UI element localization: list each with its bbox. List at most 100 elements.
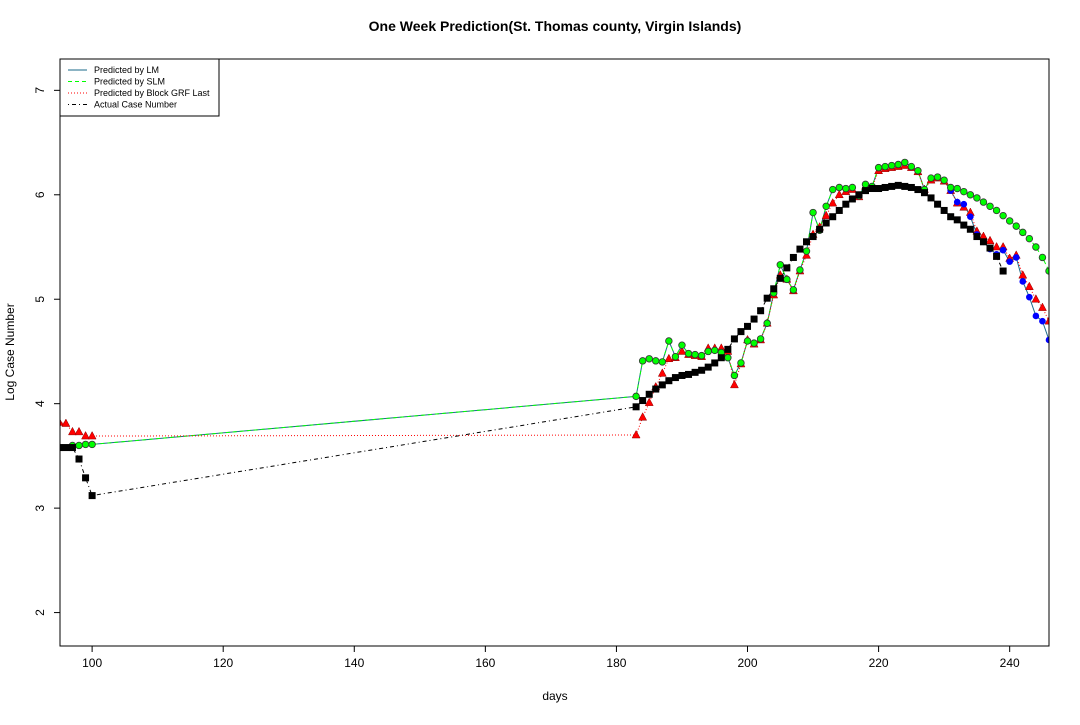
point (88, 492, 96, 500)
point (835, 183, 843, 192)
point (920, 189, 928, 197)
point (685, 370, 693, 378)
point (68, 444, 76, 452)
point (704, 363, 712, 371)
point (881, 162, 889, 171)
point (927, 174, 935, 182)
point (664, 353, 674, 363)
series-line (72, 161, 1049, 446)
point (1031, 294, 1041, 303)
point (868, 185, 876, 193)
point (645, 355, 653, 363)
point (907, 183, 915, 191)
point (75, 455, 83, 463)
point (855, 191, 863, 199)
point (704, 347, 712, 356)
point (638, 357, 647, 365)
point (1025, 234, 1034, 243)
x-tick-label: 160 (475, 656, 495, 670)
point (1039, 317, 1046, 325)
y-tick-label: 2 (33, 609, 47, 616)
point (744, 322, 752, 330)
point (684, 349, 693, 358)
point (861, 187, 869, 195)
point (835, 206, 843, 214)
point (992, 206, 1001, 215)
point (842, 184, 850, 193)
point (986, 202, 994, 210)
point (81, 431, 90, 440)
point (1026, 293, 1033, 301)
point (888, 182, 896, 190)
point (783, 264, 791, 272)
point (665, 377, 673, 385)
point (730, 335, 738, 343)
point (1032, 243, 1040, 251)
point (861, 180, 870, 189)
point (678, 371, 686, 379)
point (953, 184, 961, 193)
point (60, 418, 64, 426)
series-line (60, 184, 1004, 497)
point (940, 206, 948, 214)
point (750, 315, 758, 323)
point (60, 444, 63, 452)
series-points (60, 160, 1049, 440)
point (796, 245, 804, 253)
point (973, 194, 981, 202)
x-tick-label: 240 (1000, 656, 1020, 670)
point (82, 474, 90, 482)
point (802, 247, 811, 255)
point (809, 233, 817, 241)
point (993, 252, 1001, 260)
point (1012, 222, 1020, 230)
point (658, 358, 667, 366)
point (829, 213, 837, 221)
point (947, 213, 955, 221)
point (75, 441, 83, 450)
point (631, 429, 641, 439)
point (671, 352, 680, 361)
point (750, 339, 758, 347)
point (730, 371, 739, 380)
point (999, 211, 1007, 220)
point (809, 208, 817, 217)
y-tick-label: 6 (33, 191, 47, 198)
legend-label: Predicted by SLM (94, 77, 165, 87)
point (822, 219, 830, 227)
point (940, 176, 948, 184)
point (68, 426, 77, 436)
point (888, 161, 896, 170)
point (644, 397, 654, 406)
point (934, 200, 942, 208)
point (632, 392, 640, 401)
point (848, 183, 857, 192)
point (953, 216, 961, 224)
point (770, 285, 778, 293)
point (632, 403, 640, 411)
point (88, 440, 96, 449)
series-points (69, 159, 1049, 449)
series-points (60, 181, 1007, 500)
point (87, 431, 97, 440)
point (737, 328, 745, 336)
point (729, 379, 739, 389)
point (960, 200, 968, 208)
point (743, 337, 752, 345)
point (829, 185, 837, 194)
point (960, 187, 968, 196)
point (1024, 281, 1034, 290)
point (1006, 258, 1013, 265)
x-tick-label: 200 (737, 656, 757, 670)
point (74, 426, 84, 436)
point (966, 191, 975, 199)
x-tick-label: 100 (82, 656, 102, 670)
point (776, 274, 784, 282)
point (1005, 217, 1014, 225)
point (691, 368, 699, 376)
point (1038, 253, 1047, 262)
point (737, 359, 745, 367)
y-tick-label: 3 (33, 504, 47, 511)
point (763, 319, 771, 327)
